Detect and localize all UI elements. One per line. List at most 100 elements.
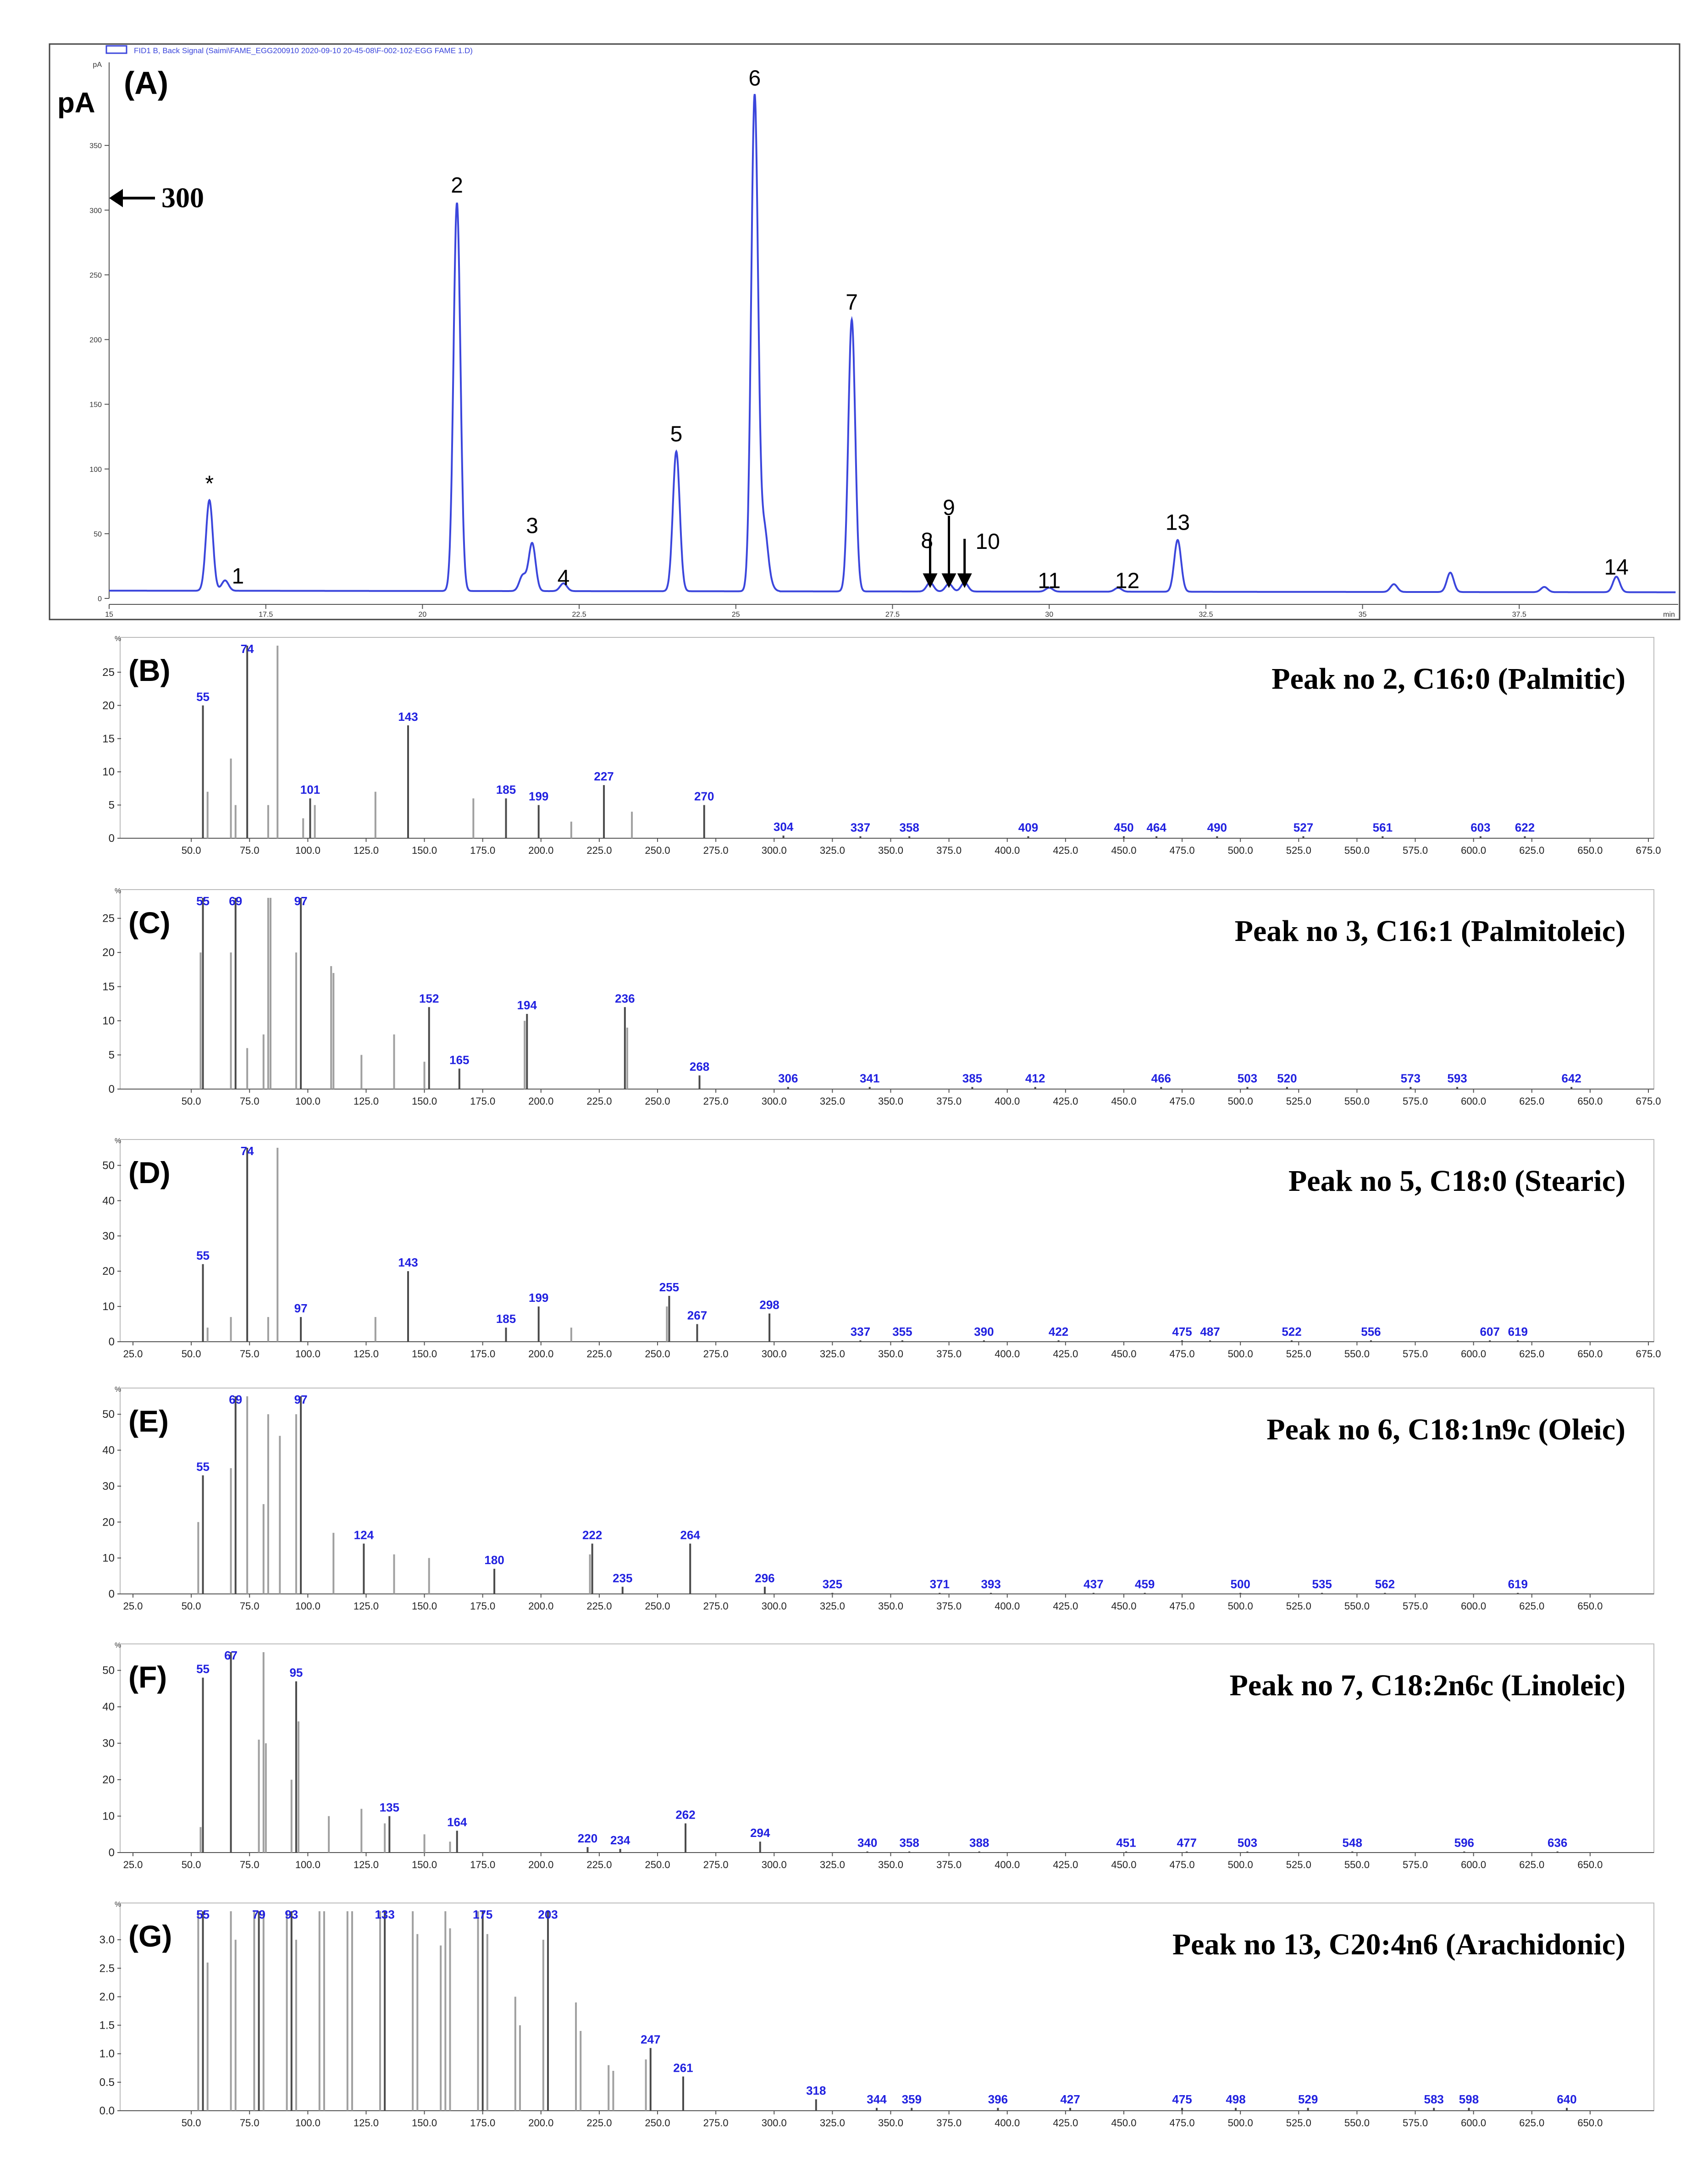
x-tick-label: 150.0	[412, 845, 437, 856]
x-tick-label: 125.0	[354, 1095, 379, 1107]
x-tick-label: 575.0	[1403, 1348, 1428, 1360]
x-tick-label: 175.0	[470, 2117, 495, 2129]
y-tick-label: 20	[102, 946, 115, 959]
x-tick-label: 375.0	[936, 2117, 962, 2129]
mz-label: 396	[988, 2092, 1008, 2106]
panel-label: (G)	[128, 1919, 172, 1953]
mz-label: 393	[981, 1577, 1000, 1591]
x-tick-label: 475.0	[1170, 845, 1195, 856]
mz-label: 264	[680, 1528, 701, 1542]
panel-label: (C)	[128, 906, 171, 940]
x-tick-label: 550.0	[1344, 1859, 1370, 1870]
peak-label: 13	[1166, 511, 1190, 535]
reference-arrow-300: 300	[109, 183, 204, 214]
mz-label: 520	[1277, 1072, 1297, 1085]
x-tick-label: 575.0	[1403, 1600, 1428, 1612]
mz-label: 427	[1060, 2092, 1080, 2106]
mz-label: 622	[1515, 821, 1535, 835]
x-tick-label: 425.0	[1053, 2117, 1078, 2129]
mz-label: 236	[615, 991, 635, 1005]
y-tick-label: 350	[89, 142, 102, 150]
mz-label: 409	[1018, 821, 1038, 835]
x-tick-label: 275.0	[703, 1348, 729, 1360]
spectrum-title: Peak no 5, C18:0 (Stearic)	[1288, 1164, 1625, 1198]
x-tick-label: 275.0	[703, 2117, 729, 2129]
x-tick-label: 500.0	[1228, 1095, 1253, 1107]
panel-label-a: (A)	[124, 65, 168, 101]
x-tick-label: 200.0	[528, 845, 553, 856]
panel-label: (E)	[128, 1404, 169, 1438]
x-tick-label: 200.0	[528, 1095, 553, 1107]
x-tick-label: 300.0	[762, 1859, 787, 1870]
x-tick-label: 575.0	[1403, 1095, 1428, 1107]
y-tick-label: 10	[102, 1015, 115, 1027]
x-tick-label: 175.0	[470, 1600, 495, 1612]
y-tick-label: 50	[102, 1665, 115, 1677]
peak-label: 14	[1604, 555, 1628, 580]
mz-label: 55	[196, 894, 210, 908]
mz-label: 500	[1230, 1577, 1250, 1591]
mz-label: 304	[774, 820, 794, 834]
x-tick-label: 50.0	[182, 1095, 201, 1107]
x-tick-label: 475.0	[1170, 1600, 1195, 1612]
mz-label: 487	[1200, 1325, 1220, 1339]
y-axis-unit-large: pA	[57, 87, 95, 119]
x-tick-label: 500.0	[1228, 1348, 1253, 1360]
mz-label: 318	[806, 2084, 826, 2097]
x-tick-label: 250.0	[645, 1859, 670, 1870]
x-tick-label: 175.0	[470, 1859, 495, 1870]
x-tick-label: 675.0	[1636, 1095, 1661, 1107]
x-tick-label: 450.0	[1111, 845, 1136, 856]
mz-label: 95	[289, 1666, 303, 1680]
y-tick-label: 0	[109, 1588, 115, 1600]
mz-label: 522	[1282, 1325, 1301, 1339]
mz-label: 358	[899, 1836, 919, 1850]
x-tick-label: 100.0	[295, 1600, 321, 1612]
x-tick-label: 50.0	[182, 845, 201, 856]
peak-arrows	[923, 516, 972, 588]
x-tick-label: 300.0	[762, 2117, 787, 2129]
y-unit: %	[115, 1901, 121, 1908]
x-tick-label: 250.0	[645, 1095, 670, 1107]
x-tick-label: 425.0	[1053, 1095, 1078, 1107]
x-tick-label: 575.0	[1403, 1859, 1428, 1870]
mz-label: 562	[1375, 1577, 1395, 1591]
mz-label: 583	[1424, 2092, 1444, 2106]
mz-label: 340	[857, 1836, 877, 1850]
mz-label: 222	[582, 1528, 602, 1542]
mz-label: 69	[229, 894, 242, 908]
x-tick-label: 400.0	[995, 845, 1020, 856]
x-tick-label: 15	[105, 611, 113, 619]
x-tick-label: 400.0	[995, 2117, 1020, 2129]
x-tick-label: 625.0	[1519, 1095, 1544, 1107]
x-tick-label: 22.5	[572, 611, 586, 619]
x-tick-label: 250.0	[645, 1600, 670, 1612]
x-tick-label: 550.0	[1344, 845, 1370, 856]
mz-label: 437	[1083, 1577, 1103, 1591]
peak-label: 8	[921, 529, 933, 553]
spectrum-title: Peak no 3, C16:1 (Palmitoleic)	[1235, 914, 1625, 948]
x-tick-label: 200.0	[528, 1600, 553, 1612]
x-tick-label: 275.0	[703, 1095, 729, 1107]
mz-label: 422	[1049, 1325, 1068, 1339]
x-tick-label: 100.0	[295, 1095, 321, 1107]
peak-label: *	[205, 472, 214, 496]
mz-label: 79	[252, 1908, 265, 1921]
spectrum-panel-e: % 0 10 20 30 40 50 25.0 50.0 75.0 100.0 125.0 150.0 1…	[102, 1386, 1654, 1612]
x-tick-label: 625.0	[1519, 2117, 1544, 2129]
mz-label: 133	[375, 1908, 394, 1921]
y-tick-label: 0.5	[99, 2076, 115, 2089]
mz-label: 337	[851, 821, 870, 835]
x-tick-label: 325.0	[820, 2117, 845, 2129]
mz-label: 596	[1454, 1836, 1474, 1850]
peak-label: 11	[1038, 569, 1061, 593]
peak-label: 2	[451, 173, 463, 198]
y-unit: %	[115, 635, 121, 643]
spectrum-panel-f: % 0 10 20 30 40 50 25.0 50.0 75.0 100.0 125.0 150.0 1…	[102, 1642, 1654, 1870]
chromatogram-frame	[49, 43, 1680, 620]
x-tick-label: 625.0	[1519, 1600, 1544, 1612]
x-tick-label: 525.0	[1286, 1095, 1311, 1107]
panel-label: (F)	[128, 1660, 167, 1694]
x-tick-label: 650.0	[1577, 1095, 1603, 1107]
